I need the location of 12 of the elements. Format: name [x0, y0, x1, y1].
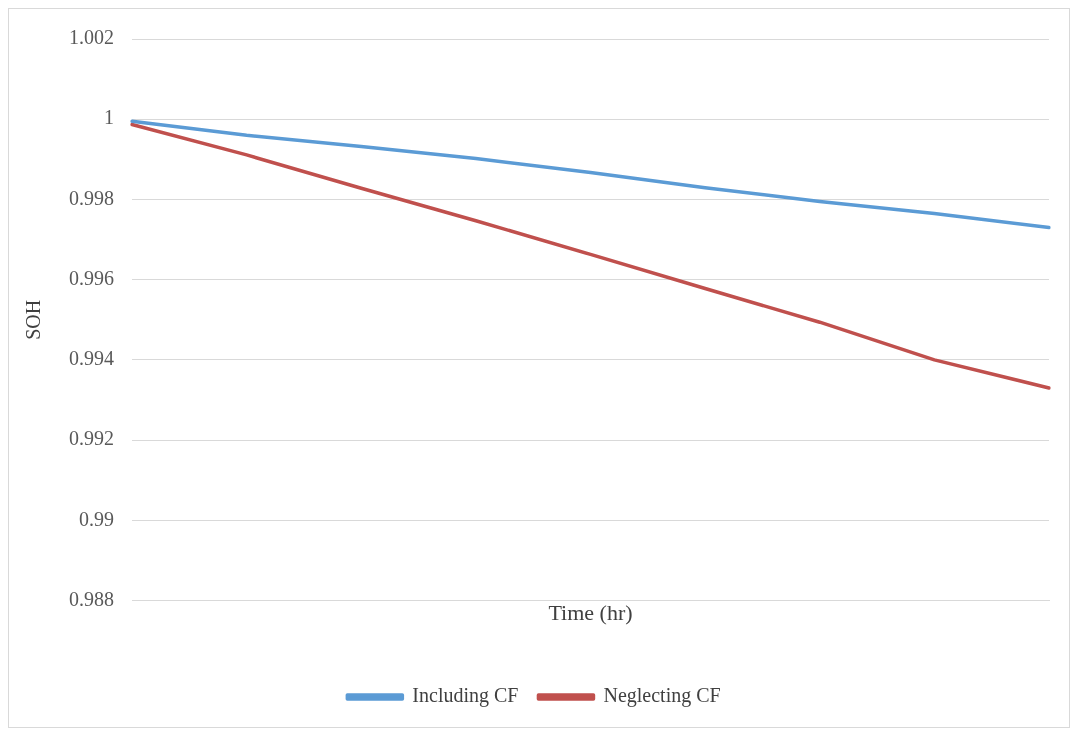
x-axis-title: Time (hr): [548, 599, 633, 625]
legend-label: Including CF: [412, 684, 519, 708]
y-axis-title: SOH: [22, 299, 45, 340]
y-tick-label: 0.996: [69, 266, 114, 289]
y-tick-label: 1.002: [69, 26, 114, 49]
y-tick-label: 0.992: [69, 427, 114, 450]
y-tick-label: 0.994: [69, 347, 114, 370]
y-tick-label: 0.988: [69, 587, 114, 610]
y-tick-label: 0.998: [69, 186, 114, 209]
y-tick-label: 0.99: [79, 507, 114, 530]
y-tick-label: 1: [104, 106, 114, 129]
legend-label: Neglecting CF: [603, 684, 721, 708]
